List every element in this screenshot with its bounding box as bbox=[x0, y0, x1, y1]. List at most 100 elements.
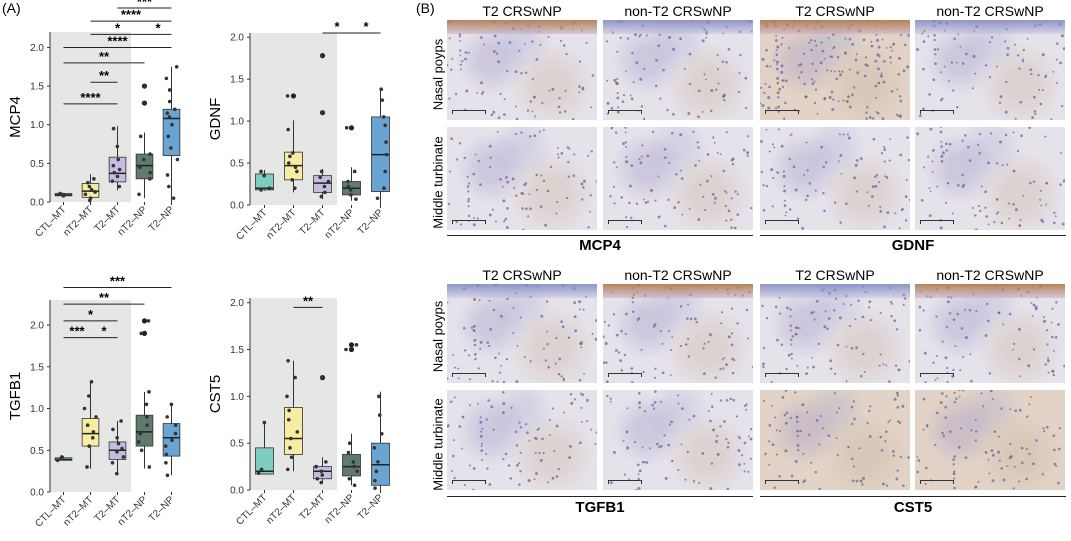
data-point bbox=[293, 186, 297, 191]
x-tick-label: CTL–MT bbox=[33, 494, 68, 529]
histology-image-top-middle-turbinate-2 bbox=[603, 127, 753, 230]
scale-bar bbox=[608, 480, 642, 484]
box-nT2-NP bbox=[135, 414, 154, 447]
y-tick-label: 1.0 bbox=[30, 404, 44, 415]
data-point bbox=[119, 419, 123, 423]
data-point bbox=[115, 144, 120, 149]
scale-bar bbox=[452, 480, 486, 484]
y-tick-label: 1.0 bbox=[30, 120, 44, 131]
data-point bbox=[115, 450, 119, 454]
column-header-nont2-bottom-left: non-T2 CRSwNP bbox=[624, 267, 732, 283]
data-point bbox=[138, 431, 143, 436]
data-point bbox=[117, 184, 122, 189]
data-point bbox=[163, 444, 168, 448]
histology-image-top-nasal-polyps-2 bbox=[603, 20, 753, 120]
scale-bar bbox=[765, 480, 799, 484]
data-point bbox=[145, 423, 149, 428]
y-tick-label: 1.5 bbox=[30, 82, 44, 93]
box-T2-NP bbox=[162, 108, 181, 157]
mcp4-boxplot: 0.00.51.01.52.0MCP4CTL–MTnT2–MTT2–MTnT2–… bbox=[7, 0, 181, 240]
tissue-texture bbox=[605, 20, 753, 120]
data-point bbox=[354, 343, 359, 347]
tissue-texture bbox=[762, 390, 910, 490]
data-point bbox=[173, 423, 178, 428]
row-label-middle-turbinate-bottom: Middle turbinate bbox=[430, 398, 446, 491]
data-point bbox=[372, 446, 377, 450]
significance-label: * bbox=[88, 307, 94, 322]
box-nT2-MT bbox=[81, 418, 100, 447]
data-point bbox=[87, 444, 92, 448]
data-point bbox=[383, 169, 387, 174]
data-point bbox=[165, 111, 170, 115]
tissue-texture bbox=[447, 284, 597, 383]
data-point bbox=[148, 177, 152, 181]
data-point bbox=[164, 452, 169, 457]
data-point bbox=[319, 194, 324, 199]
data-point bbox=[138, 165, 142, 170]
x-tick-label: T2–NP bbox=[147, 204, 177, 234]
histology-image-bottom-nasal-polyps-3 bbox=[760, 284, 910, 383]
data-point bbox=[171, 196, 176, 200]
data-point bbox=[116, 157, 121, 162]
data-point bbox=[89, 187, 94, 192]
data-point bbox=[167, 99, 172, 104]
gene-caption-cst5: CST5 bbox=[893, 499, 933, 516]
x-tick-label: T2–NP bbox=[356, 207, 386, 237]
significance-label: * bbox=[334, 19, 340, 34]
data-point bbox=[82, 406, 87, 411]
data-point bbox=[141, 101, 146, 105]
caption-line-tgfb1 bbox=[447, 496, 753, 497]
significance-label: * bbox=[115, 20, 121, 35]
epithelium-layer bbox=[447, 20, 597, 34]
data-point bbox=[59, 455, 64, 459]
gene-caption-gdnf: GDNF bbox=[891, 237, 935, 254]
significance-label: ** bbox=[303, 293, 314, 308]
y-tick-label: 1.5 bbox=[230, 75, 244, 86]
epithelium-layer bbox=[915, 284, 1065, 298]
data-point bbox=[289, 455, 294, 460]
scale-bar bbox=[765, 110, 799, 114]
tissue-texture bbox=[447, 128, 597, 230]
significance-label: **** bbox=[80, 90, 101, 105]
y-tick-label: 0.0 bbox=[230, 486, 244, 497]
data-point bbox=[148, 152, 152, 156]
column-header-nont2-bottom-right: non-T2 CRSwNP bbox=[936, 267, 1044, 283]
data-point bbox=[377, 413, 382, 417]
data-point bbox=[147, 465, 152, 469]
data-point bbox=[144, 402, 149, 407]
data-point bbox=[319, 53, 324, 58]
column-header-nont2-top-left: non-T2 CRSwNP bbox=[624, 3, 732, 19]
data-point bbox=[148, 170, 153, 175]
data-point bbox=[83, 192, 88, 197]
data-point bbox=[295, 169, 299, 174]
data-point bbox=[293, 165, 298, 170]
data-point bbox=[166, 134, 171, 139]
data-point bbox=[165, 173, 170, 177]
data-point bbox=[373, 478, 377, 483]
data-point bbox=[320, 110, 325, 115]
scale-bar bbox=[608, 220, 642, 224]
histology-image-top-nasal-polyps-1 bbox=[447, 20, 597, 120]
data-point bbox=[111, 163, 116, 168]
data-point bbox=[62, 193, 67, 197]
data-point bbox=[139, 448, 144, 453]
data-point bbox=[89, 380, 94, 384]
data-point bbox=[173, 431, 178, 436]
data-point bbox=[319, 480, 324, 485]
data-point bbox=[120, 446, 124, 451]
significance-label: * bbox=[101, 324, 107, 339]
data-point bbox=[94, 415, 98, 419]
data-point bbox=[110, 179, 115, 183]
data-point bbox=[112, 170, 117, 175]
data-point bbox=[384, 152, 389, 157]
box-T2-MT bbox=[313, 175, 332, 193]
data-point bbox=[379, 87, 384, 92]
y-axis-label: GDNF bbox=[207, 98, 224, 141]
epithelium-layer bbox=[603, 284, 753, 298]
data-point bbox=[58, 191, 63, 196]
histology-image-bottom-middle-turbinate-3 bbox=[760, 390, 910, 490]
gdnf-boxplot: 0.00.51.01.52.0GDNFCTL–MTnT2–MTT2–MTnT2–… bbox=[207, 19, 390, 243]
histology-image-bottom-nasal-polyps-1 bbox=[447, 284, 597, 383]
y-tick-label: 2.0 bbox=[30, 43, 44, 54]
epithelium-layer bbox=[447, 284, 597, 298]
